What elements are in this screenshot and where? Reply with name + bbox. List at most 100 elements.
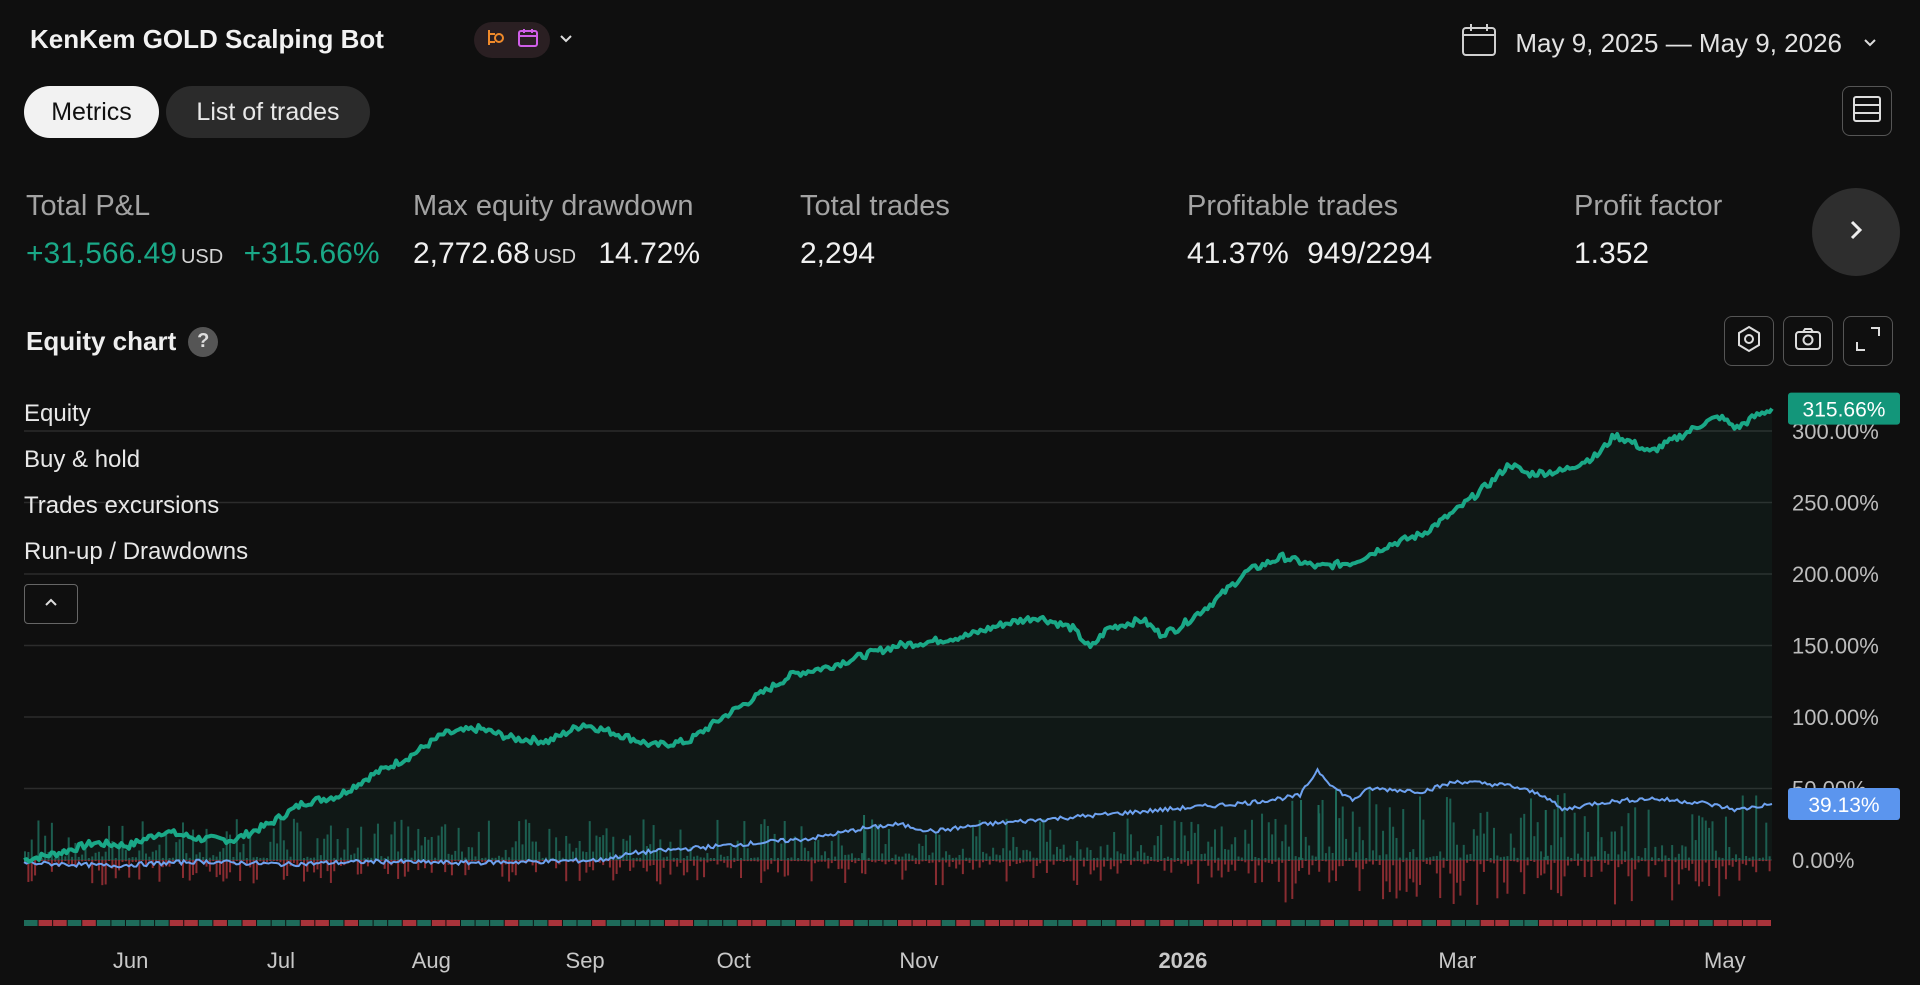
- fullscreen-button[interactable]: [1843, 316, 1893, 366]
- excursion-bar-down: [1499, 860, 1502, 862]
- excursion-bar-up: [743, 821, 746, 860]
- excursion-bar-down: [1654, 860, 1657, 866]
- excursion-bar-down: [1439, 860, 1442, 899]
- excursion-bar-up: [736, 840, 739, 860]
- excursion-bar-down: [1388, 860, 1391, 893]
- excursion-bar-down: [1351, 860, 1354, 862]
- excursion-bar-down: [1220, 860, 1223, 878]
- legend-runup-drawdowns[interactable]: Run-up / Drawdowns: [24, 538, 249, 565]
- runup-segment: [1335, 920, 1349, 926]
- excursion-bar-down: [1348, 860, 1351, 862]
- excursion-bar-up: [84, 845, 87, 860]
- layout-button[interactable]: [1842, 86, 1892, 136]
- legend-trades-excursions[interactable]: Trades excursions: [24, 492, 220, 519]
- settings-icon: [1734, 324, 1764, 359]
- date-range-picker[interactable]: May 9, 2025 — May 9, 2026: [1461, 22, 1880, 65]
- excursion-bar-down: [1624, 860, 1627, 863]
- excursion-bar-down: [1062, 860, 1065, 863]
- excursion-bar-up: [1476, 835, 1479, 860]
- excursion-bar-up: [1281, 841, 1284, 860]
- excursion-bar-down: [252, 860, 255, 884]
- excursion-bar-down: [1701, 860, 1704, 882]
- legend-equity[interactable]: Equity: [24, 400, 91, 427]
- excursion-bar-down: [181, 860, 184, 878]
- x-tick-label: Jul: [267, 948, 295, 973]
- excursion-bar-up: [1348, 857, 1351, 860]
- excursion-bar-up: [1099, 846, 1102, 860]
- excursion-bar-up: [1177, 857, 1180, 860]
- excursion-bar-up: [1405, 857, 1408, 860]
- excursion-bar-up: [1261, 813, 1264, 860]
- legend-buy-hold[interactable]: Buy & hold: [24, 446, 141, 473]
- excursion-bar-up: [481, 857, 484, 860]
- excursion-bar-down: [282, 860, 285, 880]
- excursion-bar-up: [1560, 837, 1563, 860]
- excursion-bar-down: [813, 860, 816, 864]
- tab-list-of-trades[interactable]: List of trades: [166, 86, 370, 138]
- excursion-bar-up: [1640, 857, 1643, 860]
- excursion-bar-up: [1429, 857, 1432, 860]
- excursion-bar-down: [921, 860, 924, 862]
- excursion-bar-down: [982, 860, 985, 863]
- excursion-bar-down: [1301, 860, 1304, 868]
- excursion-bar-down: [931, 860, 934, 863]
- screenshot-button[interactable]: [1783, 316, 1833, 366]
- excursion-bar-down: [598, 860, 601, 863]
- excursion-bar-down: [827, 860, 830, 869]
- excursion-bar-up: [877, 824, 880, 860]
- excursion-bar-down: [1170, 860, 1173, 873]
- excursion-bar-down: [608, 860, 611, 868]
- excursion-bar-down: [1052, 860, 1055, 865]
- excursion-bar-down: [303, 860, 306, 882]
- chevron-down-icon[interactable]: [556, 28, 576, 53]
- runup-segment: [708, 920, 723, 926]
- excursion-bar-down: [682, 860, 685, 876]
- excursion-bar-up: [158, 844, 161, 860]
- runup-segment: [1538, 920, 1553, 926]
- excursion-bar-up: [390, 834, 393, 860]
- excursion-bar-down: [887, 860, 890, 862]
- chart-settings-button[interactable]: [1724, 316, 1774, 366]
- excursion-bar-up: [1341, 806, 1344, 860]
- excursion-bar-up: [787, 858, 790, 860]
- collapse-legend-button[interactable]: [24, 584, 78, 624]
- excursion-bar-down: [316, 860, 319, 870]
- excursion-bar-up: [1614, 831, 1617, 860]
- excursion-bar-up: [884, 844, 887, 860]
- excursion-bar-down: [1287, 860, 1290, 862]
- next-metrics-button[interactable]: [1812, 188, 1900, 276]
- excursion-bar-down: [1489, 860, 1492, 863]
- help-icon[interactable]: ?: [188, 326, 219, 357]
- excursion-bar-down: [1116, 860, 1119, 874]
- excursion-bar-up: [461, 851, 463, 860]
- excursion-bar-down: [770, 860, 773, 864]
- equity-chart[interactable]: 300.00%250.00%200.00%150.00%100.00%50.00…: [0, 380, 1920, 980]
- strategy-icons[interactable]: [474, 22, 550, 58]
- runup-segment: [766, 920, 781, 926]
- excursion-bar-down: [1735, 860, 1738, 862]
- excursion-bar-up: [1553, 809, 1556, 860]
- excursion-bar-up: [776, 857, 779, 860]
- runup-segment: [883, 920, 897, 926]
- excursion-bar-down: [635, 860, 638, 862]
- excursion-bar-down: [1593, 860, 1596, 862]
- excursion-bar-down: [276, 860, 279, 862]
- excursion-bar-up: [592, 851, 595, 860]
- runup-segment: [1480, 920, 1495, 926]
- excursion-bar-up: [27, 851, 30, 860]
- excursion-bar-down: [1264, 860, 1267, 863]
- excursion-bar-up: [1143, 852, 1146, 860]
- excursion-bar-down: [40, 860, 43, 862]
- tab-metrics[interactable]: Metrics: [24, 86, 159, 138]
- excursion-bar-up: [373, 833, 376, 860]
- excursion-bar-up: [1271, 834, 1274, 860]
- x-tick-label: 2026: [1158, 948, 1207, 973]
- excursion-bar-up: [1456, 844, 1459, 860]
- excursion-bar-up: [387, 856, 390, 860]
- excursion-bar-down: [756, 860, 759, 862]
- excursion-bar-down: [679, 860, 682, 863]
- excursion-bar-up: [1156, 836, 1159, 860]
- runup-segment: [606, 920, 621, 926]
- excursion-bar-up: [696, 855, 699, 860]
- excursion-bar-up: [955, 857, 958, 860]
